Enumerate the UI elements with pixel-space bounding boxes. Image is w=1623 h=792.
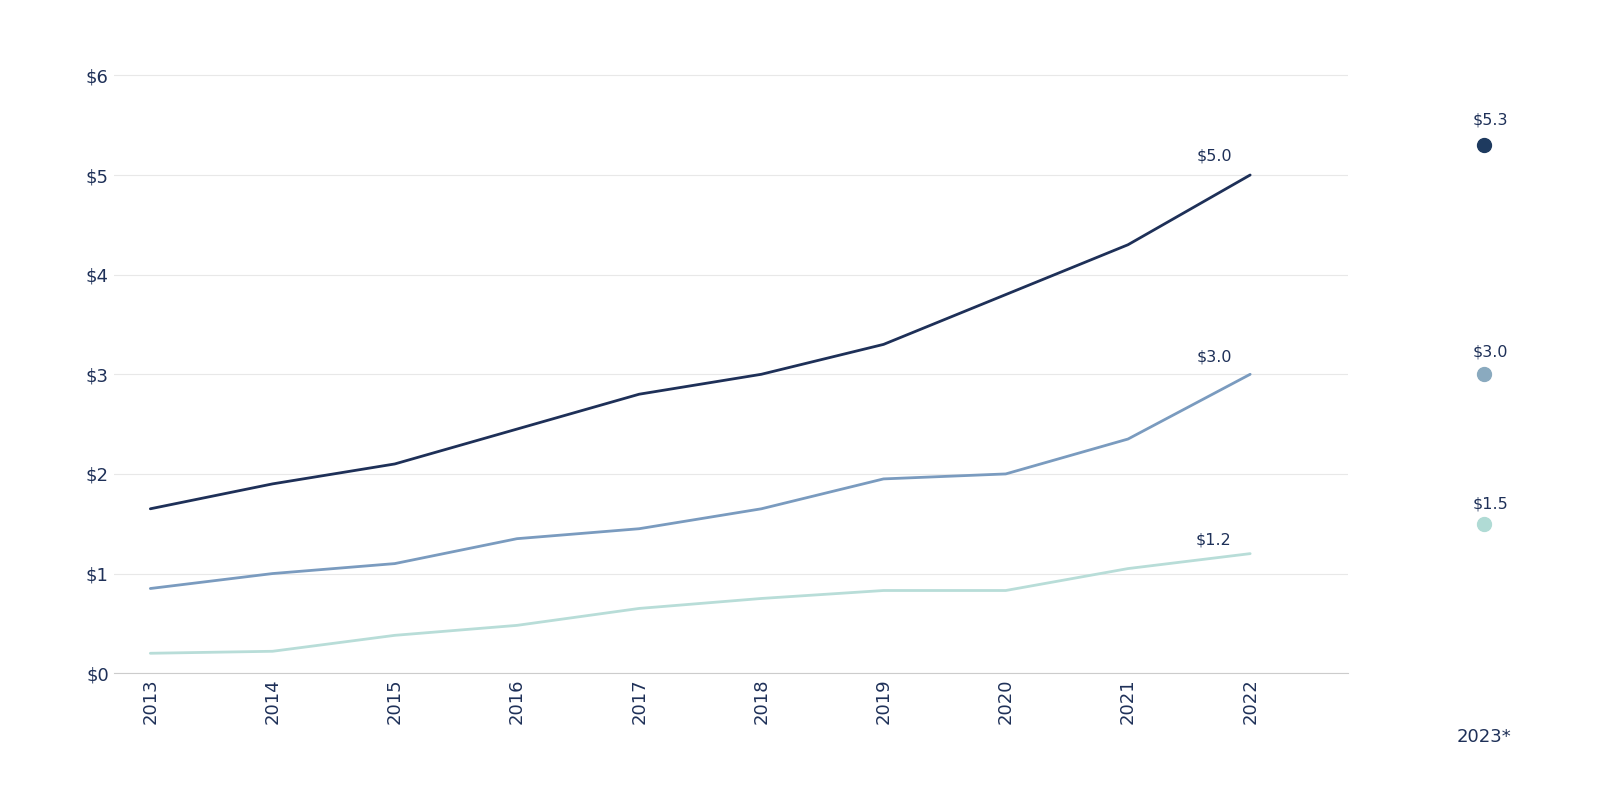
Text: $5.0: $5.0 [1196,148,1232,163]
Text: $3.0: $3.0 [1196,349,1232,364]
Text: 2023*: 2023* [1456,728,1509,746]
Text: $5.3: $5.3 [1472,112,1508,128]
Point [1470,517,1496,530]
Text: $1.2: $1.2 [1196,533,1232,547]
Text: $1.5: $1.5 [1472,497,1508,512]
Text: $3.0: $3.0 [1472,345,1508,360]
Point [1470,368,1496,381]
Point [1470,139,1496,151]
